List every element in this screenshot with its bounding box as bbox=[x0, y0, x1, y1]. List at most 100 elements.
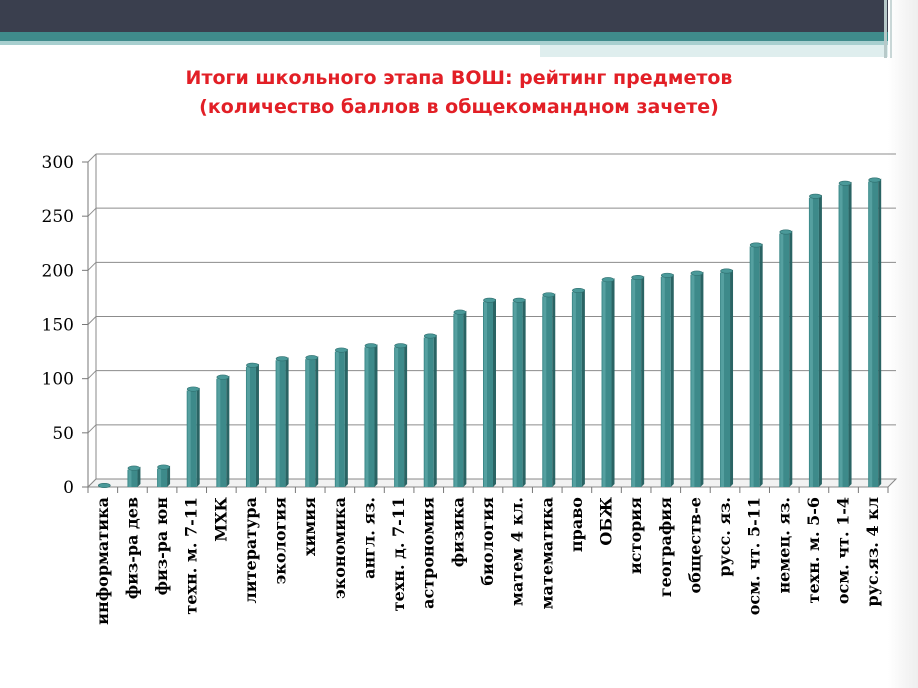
x-tick-label: математика bbox=[537, 497, 556, 609]
bar-highlight bbox=[335, 351, 339, 487]
bar bbox=[779, 229, 793, 487]
y-tick-label: 200 bbox=[42, 261, 74, 281]
bar-highlight bbox=[721, 272, 725, 487]
bars bbox=[98, 177, 882, 488]
slide-band-teal bbox=[0, 32, 918, 41]
bar-front bbox=[720, 272, 731, 487]
y-tick-label: 50 bbox=[52, 424, 74, 444]
bar bbox=[157, 464, 171, 487]
bar-side bbox=[285, 357, 289, 487]
bar-front bbox=[660, 276, 671, 487]
bar-top bbox=[186, 386, 200, 392]
bar-top bbox=[246, 362, 259, 368]
x-tick-label: техн. д. 7-11 bbox=[389, 497, 408, 611]
bar-side bbox=[493, 298, 496, 487]
slide-right-shadow bbox=[888, 0, 918, 688]
bar-top bbox=[275, 356, 289, 362]
bar-highlight bbox=[246, 366, 250, 487]
bar-highlight bbox=[809, 197, 813, 487]
x-tick-label: осм. чт. 5-11 bbox=[745, 497, 764, 615]
gridline-side bbox=[87, 207, 97, 217]
y-tick-label: 100 bbox=[42, 370, 74, 390]
bar-front bbox=[542, 296, 553, 487]
bar-highlight bbox=[869, 181, 873, 487]
x-tick-label: техн. м. 7-11 bbox=[182, 497, 201, 615]
slide-right-stripe bbox=[884, 0, 887, 58]
bar-side bbox=[730, 269, 734, 487]
bar-side bbox=[344, 348, 348, 487]
bar-side bbox=[700, 271, 704, 487]
bar bbox=[868, 177, 882, 487]
bar-top bbox=[157, 464, 170, 470]
bar-top bbox=[779, 229, 793, 235]
bar-top bbox=[364, 343, 378, 349]
bar-side bbox=[789, 230, 793, 487]
bar-front bbox=[690, 274, 701, 487]
gridline-side bbox=[87, 370, 97, 380]
x-tick-label: физика bbox=[448, 497, 467, 567]
bar-highlight bbox=[602, 281, 606, 487]
bar-highlight bbox=[217, 378, 221, 487]
x-tick-label: осм. чт. 1-4 bbox=[834, 497, 853, 604]
x-tick-label: рус.яз. 4 кл bbox=[863, 497, 882, 606]
bar bbox=[749, 242, 763, 487]
bar-highlight bbox=[572, 292, 576, 487]
bar-highlight bbox=[780, 233, 784, 487]
bar-front bbox=[334, 351, 345, 487]
bar bbox=[512, 297, 526, 487]
bar bbox=[98, 482, 111, 488]
slide-band-light bbox=[0, 41, 918, 45]
x-tick-label: экология bbox=[271, 497, 290, 585]
bar-front bbox=[453, 313, 464, 487]
bar-highlight bbox=[158, 468, 162, 487]
bar-front bbox=[808, 197, 819, 487]
bar-front bbox=[601, 281, 612, 487]
bar-front bbox=[364, 347, 375, 487]
bar bbox=[660, 272, 674, 487]
bar-highlight bbox=[632, 279, 636, 487]
y-axis-ticks: 0 50 100 150 200 250 300 bbox=[42, 153, 74, 498]
chart-title: Итоги школьного этапа ВОШ: рейтинг предм… bbox=[0, 64, 918, 122]
bar bbox=[394, 343, 408, 487]
bar-side bbox=[878, 178, 882, 487]
gridline-side bbox=[87, 316, 97, 325]
bar bbox=[720, 268, 734, 487]
bar-side bbox=[196, 387, 200, 487]
gridline-side bbox=[87, 261, 97, 271]
bar bbox=[364, 343, 378, 487]
bar-front bbox=[571, 292, 582, 487]
bar-front bbox=[423, 337, 434, 487]
bar-front bbox=[216, 378, 227, 487]
bar-front bbox=[157, 468, 168, 487]
bar bbox=[601, 277, 615, 487]
bar bbox=[127, 465, 141, 487]
bar bbox=[334, 347, 348, 487]
x-tick-label: право bbox=[567, 497, 586, 552]
bar-side bbox=[167, 465, 171, 487]
bar-top bbox=[660, 272, 674, 278]
bar-side bbox=[581, 289, 585, 487]
bar-top bbox=[98, 482, 111, 488]
bar-highlight bbox=[484, 301, 487, 487]
bar-top bbox=[394, 343, 407, 349]
bar-highlight bbox=[365, 347, 369, 487]
x-tick-label: астрономия bbox=[419, 497, 438, 609]
bar-top bbox=[720, 268, 733, 274]
bar-highlight bbox=[839, 184, 843, 487]
chart-title-line1: Итоги школьного этапа ВОШ: рейтинг предм… bbox=[185, 67, 733, 89]
bar-top bbox=[809, 193, 822, 199]
bar-side bbox=[552, 293, 556, 487]
x-tick-label: матем 4 кл. bbox=[508, 497, 527, 606]
bar bbox=[423, 333, 437, 487]
bar bbox=[838, 180, 852, 487]
bar-side bbox=[611, 278, 615, 487]
bar-front bbox=[305, 359, 316, 487]
bar-highlight bbox=[750, 246, 754, 487]
bar-front bbox=[512, 301, 523, 487]
bar-top bbox=[868, 177, 881, 183]
bar bbox=[216, 374, 230, 487]
bar-side bbox=[818, 194, 822, 487]
bar bbox=[690, 270, 704, 487]
bar-highlight bbox=[691, 274, 695, 487]
